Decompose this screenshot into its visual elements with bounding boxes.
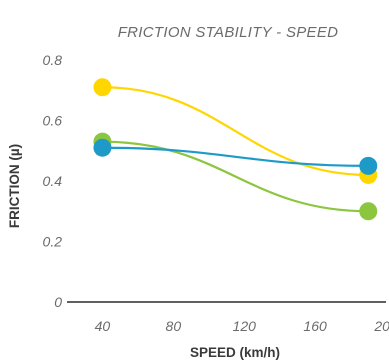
x-tick-label: 40 (95, 318, 111, 334)
series-line (102, 86, 369, 177)
y-tick-label: 0.4 (43, 173, 63, 189)
series-0 (93, 132, 378, 221)
data-point (359, 156, 378, 175)
data-point (359, 202, 378, 221)
x-tick-label: 160 (303, 318, 327, 334)
x-axis-label: SPEED (km/h) (190, 345, 280, 360)
y-tick-label: 0 (54, 294, 62, 310)
chart-title: FRICTION STABILITY - SPEED (118, 24, 339, 41)
y-tick-label: 0.8 (43, 52, 63, 68)
series-2 (93, 138, 378, 175)
y-tick-label: 0.2 (43, 234, 63, 250)
series-1 (93, 78, 378, 184)
y-axis-label: FRICTION (µ) (7, 144, 22, 228)
y-tick-label: 0.6 (43, 113, 63, 129)
x-tick-label: 120 (233, 318, 257, 334)
series-line (102, 140, 369, 213)
x-tick-label: 200 (373, 318, 389, 334)
series-layer (93, 78, 378, 221)
data-point (93, 138, 112, 157)
data-point (93, 78, 112, 97)
series-line (102, 146, 369, 167)
x-tick-label: 80 (166, 318, 182, 334)
x-tick-labels: 40 80 120 160 200 (95, 318, 389, 334)
y-tick-labels: 0 0.2 0.4 0.6 0.8 (43, 52, 63, 310)
